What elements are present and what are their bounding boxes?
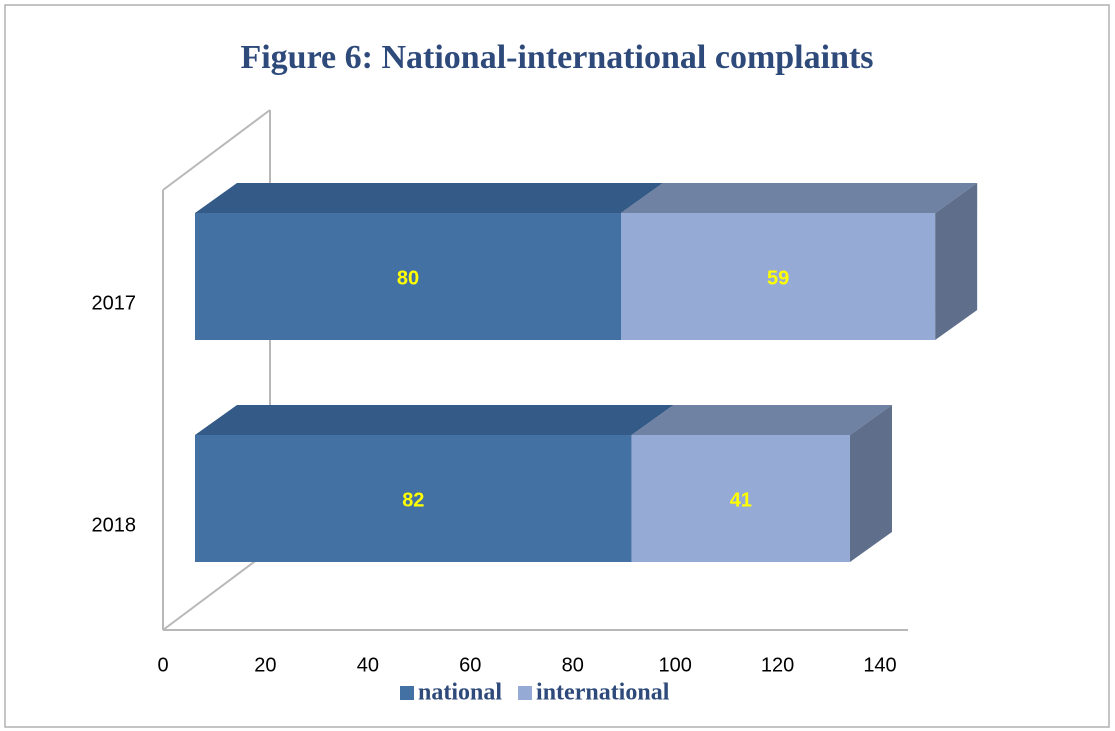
value-label: 82 <box>402 489 424 511</box>
x-tick-label: 120 <box>761 654 794 676</box>
bar <box>621 213 936 340</box>
bar-side <box>935 183 978 340</box>
legend-swatch <box>400 686 414 700</box>
bar <box>631 435 850 562</box>
chart-title: Figure 6: National-international complai… <box>240 39 873 76</box>
bar-top <box>195 405 674 435</box>
x-tick-label: 140 <box>863 654 896 676</box>
bar-top <box>195 183 663 213</box>
bar <box>195 435 632 562</box>
x-tick-label: 40 <box>357 654 379 676</box>
bar-side <box>849 405 892 562</box>
x-tick-label: 100 <box>658 654 691 676</box>
chart-border <box>4 4 1110 728</box>
x-tick-label: 20 <box>254 654 276 676</box>
legend-swatch <box>518 686 533 700</box>
y-tick-label: 2018 <box>92 515 137 537</box>
value-label: 59 <box>767 267 789 289</box>
y-tick-label: 2017 <box>92 293 137 315</box>
bar-top <box>621 183 978 213</box>
value-label: 80 <box>397 267 419 289</box>
legend-label: national <box>418 680 502 706</box>
x-tick-label: 80 <box>562 654 584 676</box>
x-tick-label: 0 <box>157 654 168 676</box>
bar-top <box>631 405 892 435</box>
x-tick-label: 60 <box>459 654 481 676</box>
value-label: 41 <box>730 489 752 511</box>
bar <box>195 213 621 340</box>
legend-label: international <box>536 680 670 706</box>
